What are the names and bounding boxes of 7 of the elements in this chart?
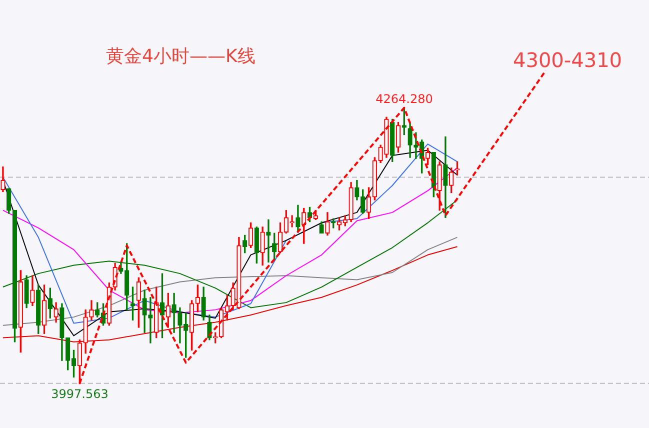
candlestick (148, 297, 153, 344)
annotation: 4264.280 (376, 92, 433, 106)
annotation: 3997.563 (51, 386, 108, 401)
text: 4300-4310 (513, 48, 622, 72)
candlestick (172, 292, 176, 333)
candlestick (266, 219, 271, 262)
chart-title: 黄金4小时——K线 (106, 46, 256, 67)
